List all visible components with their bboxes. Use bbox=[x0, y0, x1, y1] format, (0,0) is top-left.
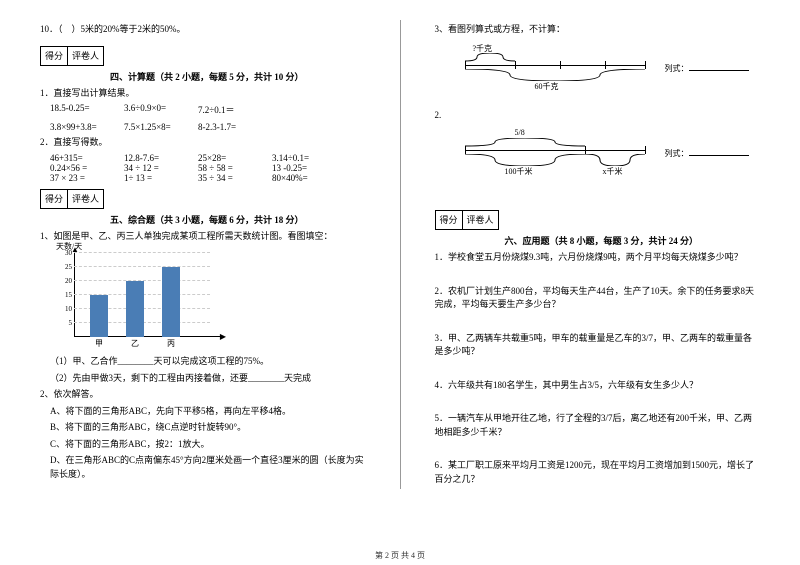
calc-item: 3.6÷0.9×0= bbox=[124, 103, 180, 116]
score-box-5: 得分 评卷人 bbox=[40, 189, 104, 209]
diagram-2: 5/8 100千米 x千米 列式： bbox=[455, 128, 761, 198]
d1-line bbox=[465, 65, 645, 66]
brace-x-icon bbox=[585, 154, 645, 166]
chart-bar bbox=[90, 295, 108, 337]
brace-top-icon bbox=[465, 138, 585, 148]
calc-item: 12.8-7.6= bbox=[124, 153, 180, 163]
d2-frac: 5/8 bbox=[515, 128, 525, 137]
question-10: 10．（ ）5米的20%等于2米的50%。 bbox=[40, 23, 366, 37]
sec4-q2: 2．直接写得数。 bbox=[40, 136, 366, 150]
calc-item: 46+315= bbox=[50, 153, 106, 163]
right-q3: 3、看图列算式或方程，不计算： bbox=[435, 23, 761, 37]
chart-tick: 25 bbox=[60, 263, 72, 271]
brace-bottom-icon bbox=[465, 69, 645, 81]
sec5-q2-b: B、将下面的三角形ABC，绕C点逆时针旋转90°。 bbox=[40, 421, 366, 435]
calc-item: 8-2.3-1.7= bbox=[198, 122, 254, 132]
sec5-q1-sub2: （2）先由甲做3天，剩下的工程由丙接着做，还要________天完成 bbox=[40, 372, 366, 386]
score-label: 得分 bbox=[41, 47, 68, 65]
sec5-q2: 2、依次解答。 bbox=[40, 388, 366, 402]
d2-line bbox=[465, 150, 645, 151]
chart-bar bbox=[126, 281, 144, 337]
d2-bottom-label: 100千米 bbox=[505, 166, 533, 177]
score-box-4: 得分 评卷人 bbox=[40, 46, 104, 66]
sec5-q2-c: C、将下面的三角形ABC，按2：1放大。 bbox=[40, 438, 366, 452]
brace-bottom-icon bbox=[465, 154, 585, 166]
sec6-q3: 3．甲、乙两辆车共载重5吨，甲车的载重量是乙车的3/7，甲、乙两车的载重量各是多… bbox=[435, 332, 761, 359]
chart-arrow-right: ▶ bbox=[220, 332, 226, 341]
calc-item: 25×28= bbox=[198, 153, 254, 163]
calc-item: 0.24×56 = bbox=[50, 163, 106, 173]
answer-blank bbox=[689, 61, 749, 71]
sec4-q1-row2: 3.8×99+3.8= 7.5×1.25×8= 8-2.3-1.7= bbox=[40, 122, 366, 132]
right-column: 3、看图列算式或方程，不计算： ?千克 60千克 列式： 2. 5/8 100千… bbox=[435, 20, 761, 489]
left-column: 10．（ ）5米的20%等于2米的50%。 得分 评卷人 四、计算题（共 2 小… bbox=[40, 20, 366, 489]
brace-top-icon bbox=[465, 53, 515, 63]
sec4-q1-row1: 18.5-0.25= 3.6÷0.9×0= 7.2÷0.1＝ bbox=[40, 103, 366, 116]
reviewer-label: 评卷人 bbox=[68, 47, 103, 65]
sec5-q2-a: A、将下面的三角形ABC，先向下平移5格，再向左平移4格。 bbox=[40, 405, 366, 419]
d1-formula-label: 列式： bbox=[665, 61, 749, 74]
score-label: 得分 bbox=[436, 211, 463, 229]
calc-item: 1÷ 13 = bbox=[124, 173, 180, 183]
chart-xlabel: 乙 bbox=[126, 338, 144, 349]
section-5-title: 五、综合题（共 3 小题，每题 6 分，共计 18 分） bbox=[40, 213, 366, 226]
chart-xlabel: 丙 bbox=[162, 338, 180, 349]
sec6-q4: 4．六年级共有180名学生，其中男生占3/5，六年级有女生多少人？ bbox=[435, 379, 761, 393]
chart-xlabel: 甲 bbox=[90, 338, 108, 349]
chart-yaxis bbox=[74, 249, 75, 337]
calc-item: 58 ÷ 58 = bbox=[198, 163, 254, 173]
sec6-q6: 6．某工厂职工原来平均月工资是1200元，现在平均月工资增加到1500元，增长了… bbox=[435, 459, 761, 486]
sec5-q1-sub1: （1）甲、乙合作________天可以完成这项工程的75%。 bbox=[40, 355, 366, 369]
d2-label: 2. bbox=[435, 109, 761, 123]
chart-tick: 15 bbox=[60, 291, 72, 299]
chart-tick: 10 bbox=[60, 305, 72, 313]
diagram-1: ?千克 60千克 列式： bbox=[455, 43, 761, 103]
reviewer-label: 评卷人 bbox=[68, 190, 103, 208]
d2-formula-label: 列式： bbox=[665, 146, 749, 159]
chart-tick: 20 bbox=[60, 277, 72, 285]
sec6-q2: 2．农机厂计划生产800台，平均每天生产44台，生产了10天。余下的任务要求8天… bbox=[435, 285, 761, 312]
calc-item: 3.8×99+3.8= bbox=[50, 122, 106, 132]
calc-item: 13 -0.25= bbox=[272, 163, 328, 173]
calc-item: 34 ÷ 12 = bbox=[124, 163, 180, 173]
sec4-q2-row1: 0.24×56 = 34 ÷ 12 = 58 ÷ 58 = 13 -0.25= bbox=[40, 163, 366, 173]
sec5-q2-d: D、在三角形ABC的C点南偏东45°方向2厘米处画一个直径3厘米的圆（长度为实际… bbox=[40, 454, 366, 481]
reviewer-label: 评卷人 bbox=[463, 211, 498, 229]
sec6-q1: 1．学校食堂五月份烧煤9.3吨，六月份烧煤9吨，两个月平均每天烧煤多少吨？ bbox=[435, 251, 761, 265]
sec5-q1: 1、如图是甲、乙、丙三人单独完成某项工程所需天数统计图。看图填空： bbox=[40, 230, 366, 244]
answer-blank bbox=[689, 146, 749, 156]
calc-item: 3.14÷0.1= bbox=[272, 153, 328, 163]
page-footer: 第 2 页 共 4 页 bbox=[0, 550, 800, 561]
calc-item: 37 × 23 = bbox=[50, 173, 106, 183]
d2-x-label: x千米 bbox=[603, 166, 623, 177]
d1-bottom-label: 60千克 bbox=[535, 81, 559, 92]
bar-chart: 天数/天 ▲ ▶ 51015202530甲乙丙 bbox=[60, 249, 230, 349]
section-4-title: 四、计算题（共 2 小题，每题 5 分，共计 10 分） bbox=[40, 70, 366, 83]
sec4-q1: 1．直接写出计算结果。 bbox=[40, 87, 366, 101]
calc-item: 35 ÷ 34 = bbox=[198, 173, 254, 183]
calc-item: 18.5-0.25= bbox=[50, 103, 106, 116]
sec6-q5: 5．一辆汽车从甲地开往乙地，行了全程的3/7后，离乙地还有200千米，甲、乙两地… bbox=[435, 412, 761, 439]
chart-tick: 30 bbox=[60, 249, 72, 257]
score-label: 得分 bbox=[41, 190, 68, 208]
chart-tick: 5 bbox=[60, 319, 72, 327]
calc-item: 80×40%= bbox=[272, 173, 328, 183]
calc-item: 7.2÷0.1＝ bbox=[198, 103, 254, 116]
sec4-q2-row2: 37 × 23 = 1÷ 13 = 35 ÷ 34 = 80×40%= bbox=[40, 173, 366, 183]
column-divider bbox=[400, 20, 401, 489]
chart-bar bbox=[162, 267, 180, 337]
calc-item: 7.5×1.25×8= bbox=[124, 122, 180, 132]
score-box-6: 得分 评卷人 bbox=[435, 210, 499, 230]
sec4-q2-row0: 46+315= 12.8-7.6= 25×28= 3.14÷0.1= bbox=[40, 153, 366, 163]
section-6-title: 六、应用题（共 8 小题，每题 3 分，共计 24 分） bbox=[435, 234, 761, 247]
